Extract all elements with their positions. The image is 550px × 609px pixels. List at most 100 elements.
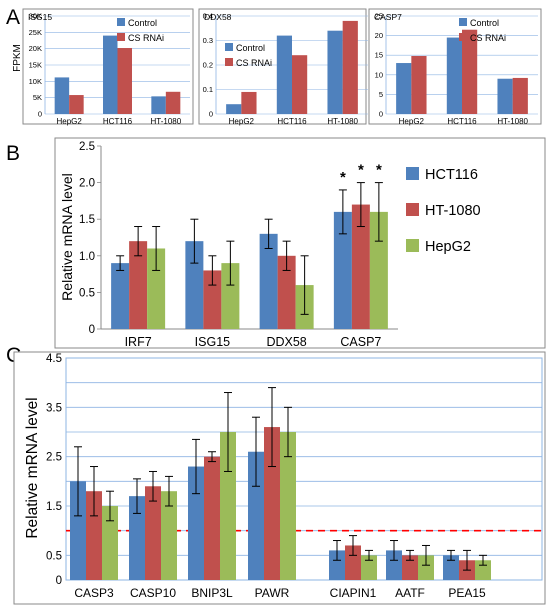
category-label: CASP7 bbox=[340, 335, 381, 349]
y-tick-label: 0 bbox=[379, 110, 383, 119]
y-tick-label: 25K bbox=[29, 28, 42, 37]
legend-label: HT-1080 bbox=[425, 203, 481, 219]
bar bbox=[351, 204, 370, 329]
bar bbox=[102, 506, 118, 580]
significance-star: * bbox=[376, 162, 382, 179]
bar bbox=[129, 496, 145, 580]
bar bbox=[203, 270, 222, 329]
y-tick-label: 25 bbox=[375, 12, 383, 21]
significance-star: * bbox=[340, 169, 346, 186]
bar bbox=[512, 77, 528, 114]
bar bbox=[402, 555, 418, 580]
bar bbox=[277, 255, 296, 329]
y-axis-label: Relative mRNA level bbox=[24, 397, 41, 538]
category-label: BNIP3L bbox=[191, 586, 233, 600]
legend-swatch bbox=[225, 43, 233, 51]
category-label: HT-1080 bbox=[327, 117, 358, 126]
category-label: AATF bbox=[395, 586, 425, 600]
bar bbox=[151, 96, 166, 114]
category-label: HCT116 bbox=[277, 117, 307, 126]
y-tick-label: 0.4 bbox=[203, 12, 213, 21]
y-tick-label: 1.0 bbox=[79, 251, 95, 263]
category-label: PAWR bbox=[255, 586, 290, 600]
panel-letter-b: B bbox=[6, 142, 20, 165]
bar bbox=[226, 104, 242, 114]
legend-label: HCT116 bbox=[425, 167, 478, 183]
bar bbox=[103, 35, 118, 114]
bar bbox=[418, 555, 434, 580]
category-label: IRF7 bbox=[125, 335, 152, 349]
bar bbox=[204, 456, 220, 580]
bar bbox=[462, 29, 478, 114]
bar bbox=[443, 555, 459, 580]
bar bbox=[280, 432, 296, 580]
bar bbox=[369, 211, 388, 329]
legend-label: HepG2 bbox=[425, 239, 471, 255]
category-label: HT-1080 bbox=[150, 117, 181, 126]
legend-label: Control bbox=[470, 18, 499, 28]
y-tick-label: 30K bbox=[29, 12, 42, 21]
y-tick-label: 1.5 bbox=[46, 501, 62, 513]
y-tick-label: 4.5 bbox=[46, 353, 62, 365]
y-tick-label: 2.0 bbox=[79, 178, 95, 190]
category-label: HCT116 bbox=[103, 117, 133, 126]
y-tick-label: 0 bbox=[209, 110, 213, 119]
bar bbox=[111, 263, 130, 329]
y-tick-label: 0.3 bbox=[203, 36, 213, 45]
y-tick-label: 0.1 bbox=[203, 85, 213, 94]
bar bbox=[165, 91, 181, 114]
chart-title: DDX58 bbox=[204, 12, 232, 22]
bar bbox=[86, 491, 102, 580]
bar bbox=[147, 248, 166, 329]
legend-swatch bbox=[406, 203, 419, 216]
legend-swatch bbox=[459, 18, 467, 26]
y-tick-label: 0 bbox=[56, 575, 62, 587]
legend-swatch bbox=[117, 33, 125, 41]
bar bbox=[386, 550, 402, 580]
bar bbox=[342, 20, 358, 114]
bar bbox=[220, 432, 236, 580]
chart-title: CASP7 bbox=[374, 12, 402, 22]
category-label: CASP10 bbox=[130, 586, 176, 600]
y-tick-label: 1.5 bbox=[79, 214, 95, 226]
category-label: HepG2 bbox=[229, 117, 255, 126]
category-label: HepG2 bbox=[56, 117, 82, 126]
category-label: HepG2 bbox=[399, 117, 425, 126]
y-tick-label: 15K bbox=[29, 61, 42, 70]
legend-label: CS RNAi bbox=[236, 58, 272, 68]
legend-swatch bbox=[225, 58, 233, 66]
y-tick-label: 20 bbox=[375, 31, 383, 40]
category-label: PEA15 bbox=[448, 586, 486, 600]
legend-label: Control bbox=[128, 18, 157, 28]
bar bbox=[117, 48, 132, 114]
bar bbox=[411, 55, 427, 114]
y-tick-label: 20K bbox=[29, 44, 42, 53]
y-tick-label: 0.5 bbox=[46, 550, 62, 562]
bar bbox=[161, 491, 177, 580]
legend-swatch bbox=[117, 18, 125, 26]
bar bbox=[145, 486, 161, 580]
y-tick-label: 0.5 bbox=[79, 287, 95, 299]
bar bbox=[248, 451, 264, 580]
legend-label: CS RNAi bbox=[470, 33, 506, 43]
bar bbox=[69, 95, 84, 114]
bar bbox=[259, 233, 278, 329]
bar bbox=[329, 550, 345, 580]
legend-label: Control bbox=[236, 43, 265, 53]
bar bbox=[221, 263, 240, 329]
bar bbox=[70, 481, 86, 580]
bar bbox=[188, 466, 204, 580]
category-label: CASP3 bbox=[74, 586, 114, 600]
bar bbox=[129, 241, 148, 329]
bar bbox=[327, 30, 343, 115]
bar bbox=[497, 78, 513, 114]
y-tick-label: 0.2 bbox=[203, 61, 213, 70]
y-axis-label: Relative mRNA level bbox=[59, 173, 75, 301]
y-tick-label: 2.5 bbox=[79, 141, 95, 153]
legend-label: CS RNAi bbox=[128, 33, 164, 43]
y-tick-label: 10 bbox=[375, 70, 383, 79]
panel-letter-a: A bbox=[6, 6, 20, 29]
bar bbox=[292, 55, 308, 114]
bar bbox=[345, 545, 361, 580]
